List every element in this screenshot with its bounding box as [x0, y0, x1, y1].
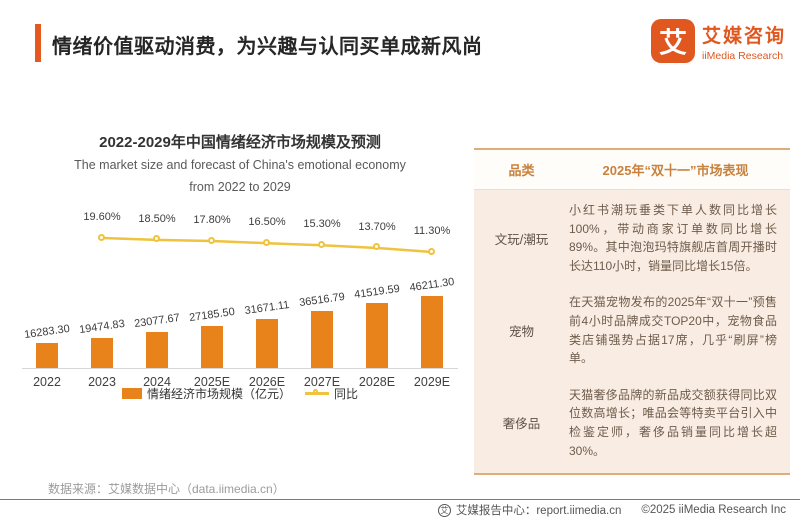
- description-cell: 在天猫宠物发布的2025年“双十一”预售前4小时品牌成交TOP20中，宠物食品类…: [569, 295, 777, 366]
- chart-title: 2022-2029年中国情绪经济市场规模及预测: [99, 134, 381, 151]
- data-source-note: 数据来源：艾媒数据中心（data.iimedia.cn）: [48, 482, 285, 496]
- growth-rate-label: 13.70%: [358, 220, 396, 233]
- x-tick-2027E: 2027E: [303, 375, 341, 389]
- iimedia-logo: 艾 艾媒咨询 iiMedia Research: [650, 19, 786, 63]
- copyright-text: ©2025 iiMedia Research Inc: [641, 504, 786, 516]
- logo-name-en: iiMedia Research: [701, 49, 784, 62]
- x-tick-2025E: 2025E: [193, 375, 231, 389]
- line-point-2024: [152, 235, 160, 243]
- bar-2029E: [421, 296, 443, 368]
- line-point-2027E: [317, 240, 325, 248]
- chart-subtitle-line1: The market size and forecast of China's …: [74, 158, 406, 172]
- category-cell: 文玩/潮玩: [494, 232, 549, 247]
- panel-body: 文玩/潮玩 小红书潮玩垂类下单人数同比增长100%，带动商家订单数同比增长89%。…: [474, 190, 790, 474]
- x-tick-2024: 2024: [143, 375, 171, 389]
- bar-2028E: [366, 303, 388, 368]
- bottom-bar: 艾 艾媒报告中心：report.iimedia.cn ©2025 iiMedia…: [0, 499, 800, 520]
- x-tick-2022: 2022: [33, 375, 61, 389]
- page-title: 情绪价值驱动消费，为兴趣与认同买单成新风尚: [52, 36, 483, 58]
- legend-bar-label: 情绪经济市场规模（亿元）: [146, 387, 291, 401]
- bar-2024: [146, 332, 168, 368]
- line-series-marker: [313, 389, 318, 394]
- chart-subtitle-line2: from 2022 to 2029: [189, 180, 291, 194]
- line-point-2025E: [207, 236, 215, 244]
- report-center-text: 艾媒报告中心：report.iimedia.cn: [455, 505, 622, 517]
- line-point-2023: [97, 233, 105, 241]
- line-point-2026E: [262, 238, 270, 246]
- growth-rate-label: 18.50%: [138, 212, 176, 225]
- iimedia-badge-icon: 艾: [437, 503, 451, 517]
- description-cell: 小红书潮玩垂类下单人数同比增长100%，带动商家订单数同比增长89%。其中泡泡玛…: [569, 203, 777, 273]
- line-point-2029E: [427, 247, 435, 255]
- bar-2026E: [256, 319, 278, 368]
- logo-name-cn: 艾媒咨询: [701, 25, 786, 47]
- table-row: 文玩/潮玩 小红书潮玩垂类下单人数同比增长100%，带动商家订单数同比增长89%。…: [474, 192, 790, 284]
- growth-rate-label: 11.30%: [413, 225, 451, 237]
- chart-plot: 16283.30 2022 19474.83 2023 23077.67 2024 2718…: [20, 210, 460, 410]
- legend-item-bar: 情绪经济市场规模（亿元）: [121, 385, 291, 402]
- x-tick-2029E: 2029E: [413, 375, 451, 389]
- category-cell: 宠物: [508, 325, 534, 340]
- table-header-performance: 2025年“双十一”市场表现: [602, 163, 749, 178]
- chart-legend: 情绪经济市场规模（亿元） 同比: [20, 385, 460, 402]
- x-tick-2026E: 2026E: [248, 375, 286, 389]
- x-tick-2028E: 2028E: [358, 375, 396, 389]
- description-cell: 天猫奢侈品牌的新品成交额获得同比双位数高增长；唯品会等特卖平台引入中检鉴定师，奢…: [569, 387, 777, 458]
- category-cell: 奢侈品: [502, 417, 541, 432]
- table-header-category: 品类: [508, 163, 535, 178]
- legend-item-line: 同比: [305, 385, 358, 402]
- x-tick-2023: 2023: [88, 375, 116, 389]
- table-header-row: 品类 2025年“双十一”市场表现: [474, 150, 790, 190]
- bar-2025E: [201, 326, 223, 368]
- report-center-link: 艾 艾媒报告中心：report.iimedia.cn: [437, 502, 622, 518]
- line-series-swatch: [305, 389, 329, 395]
- bar-2022: [36, 343, 58, 368]
- bar-2023: [91, 338, 113, 368]
- line-point-2028E: [372, 243, 380, 251]
- category-performance-table: 品类 2025年“双十一”市场表现 文玩/潮玩 小红书潮玩垂类下单人数同比增长10…: [474, 148, 790, 476]
- x-axis-line: [22, 368, 458, 369]
- bar-2027E: [311, 311, 333, 368]
- bar-series-swatch: [121, 388, 142, 399]
- iimedia-logo-icon: 艾: [650, 19, 695, 63]
- table-row: 奢侈品 天猫奢侈品牌的新品成交额获得同比双位数高增长；唯品会等特卖平台引入中检鉴定…: [474, 377, 790, 469]
- growth-rate-label: 16.50%: [248, 216, 286, 229]
- title-accent-bar: [35, 24, 41, 62]
- growth-rate-label: 19.60%: [83, 211, 121, 223]
- legend-line-label: 同比: [334, 387, 359, 401]
- table-row: 宠物 在天猫宠物发布的2025年“双十一”预售前4小时品牌成交TOP20中，宠物食…: [474, 284, 790, 376]
- growth-rate-label: 17.80%: [193, 214, 231, 227]
- growth-rate-label: 15.30%: [303, 218, 341, 231]
